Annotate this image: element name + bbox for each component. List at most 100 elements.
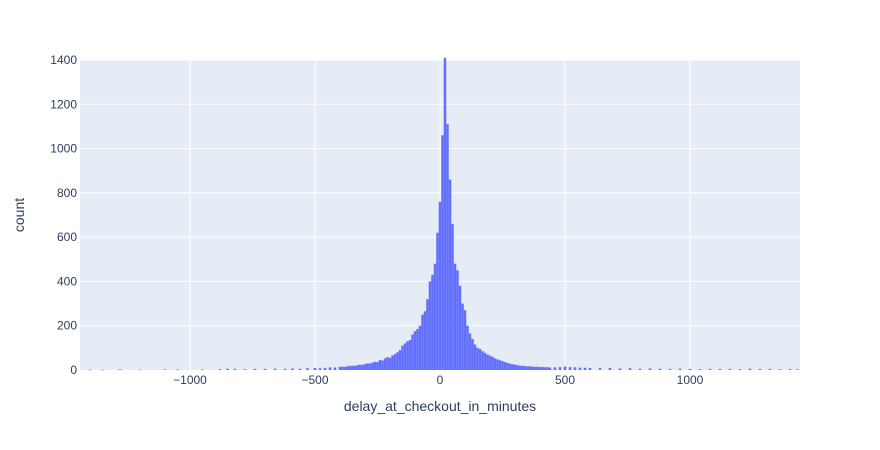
y-axis-title: count xyxy=(11,198,27,232)
histogram-bar xyxy=(138,369,142,371)
histogram-bar xyxy=(243,369,247,370)
histogram-bar xyxy=(378,360,382,370)
histogram-bar xyxy=(583,367,587,370)
histogram-bar xyxy=(738,369,742,370)
histogram-bar xyxy=(456,270,459,370)
histogram-bar xyxy=(618,368,622,370)
histogram-bar xyxy=(463,310,467,370)
histogram-bar xyxy=(486,354,489,370)
histogram-bar xyxy=(283,368,287,370)
histogram-bar xyxy=(473,344,477,370)
histogram-bar xyxy=(368,363,372,370)
histogram-bar xyxy=(423,311,427,370)
histogram-bar xyxy=(508,363,512,370)
histogram-bar xyxy=(451,223,454,370)
histogram-bar xyxy=(376,362,379,370)
histogram-bar xyxy=(341,366,344,370)
histogram-bar xyxy=(521,365,524,370)
histogram-bar xyxy=(768,368,772,370)
histogram-bar xyxy=(381,360,384,370)
histogram-bar xyxy=(101,369,104,371)
histogram-bar xyxy=(396,352,399,370)
histogram-bar xyxy=(493,358,497,370)
histogram-bar xyxy=(678,368,682,370)
histogram-bar xyxy=(506,362,509,370)
y-tick-label: 1200 xyxy=(50,97,77,111)
histogram-bar xyxy=(408,340,412,370)
histogram-bar xyxy=(531,366,534,370)
histogram-bar xyxy=(658,368,662,370)
histogram-bar xyxy=(538,367,542,370)
histogram-bar xyxy=(393,354,397,370)
y-tick-label: 1000 xyxy=(50,142,77,156)
histogram-bar xyxy=(418,325,422,370)
histogram-bar xyxy=(546,367,549,370)
histogram-bar xyxy=(323,367,327,370)
histogram-bar xyxy=(436,232,439,370)
histogram-bar xyxy=(386,357,389,370)
histogram-bar xyxy=(358,364,362,370)
histogram-bar xyxy=(648,368,652,370)
histogram-bar xyxy=(176,369,179,371)
histogram-bar xyxy=(328,367,332,370)
histogram-bar xyxy=(758,369,762,370)
y-tick-label: 400 xyxy=(57,274,77,288)
histogram-bar xyxy=(553,367,557,370)
histogram-bar xyxy=(448,179,452,370)
histogram-bar xyxy=(88,369,92,371)
histogram-bar xyxy=(513,364,517,370)
histogram-bar xyxy=(501,361,504,370)
histogram-bar xyxy=(306,368,309,370)
histogram-bar xyxy=(518,365,522,370)
histogram-bar xyxy=(563,366,567,370)
y-tick-label: 1400 xyxy=(50,53,77,67)
histogram-bar xyxy=(416,329,419,370)
histogram-bar xyxy=(516,365,519,370)
histogram-bar xyxy=(398,350,402,370)
histogram-bar xyxy=(543,367,547,370)
x-tick-label: 500 xyxy=(555,373,575,387)
histogram-bar xyxy=(363,364,367,370)
histogram-bar xyxy=(431,274,434,370)
histogram-bar xyxy=(496,359,499,370)
histogram-bar xyxy=(608,368,612,370)
histogram-bar xyxy=(346,366,349,370)
histogram-bar xyxy=(401,345,404,370)
histogram-bar xyxy=(201,369,204,370)
histogram-bar xyxy=(426,299,429,370)
histogram-bar xyxy=(273,368,277,370)
histogram-bar xyxy=(348,366,352,370)
histogram-bar xyxy=(428,281,432,370)
histogram-bar xyxy=(698,369,702,370)
histogram-bar xyxy=(433,263,437,370)
histogram-bar xyxy=(708,368,712,370)
histogram-bar xyxy=(503,362,507,370)
x-tick-label: 0 xyxy=(437,373,444,387)
histogram-bar xyxy=(411,334,414,370)
histogram-bar xyxy=(438,201,442,370)
histogram-bar xyxy=(481,351,484,370)
histogram-bar xyxy=(598,368,602,370)
histogram-bar xyxy=(388,357,392,370)
histogram-bar xyxy=(406,341,409,370)
histogram-bar xyxy=(373,361,377,370)
histogram-bar xyxy=(446,124,449,370)
histogram-bar xyxy=(233,368,237,370)
y-tick-label: 200 xyxy=(57,319,77,333)
histogram-bar xyxy=(353,365,357,370)
histogram-bar xyxy=(748,368,752,370)
histogram-bar xyxy=(638,368,642,370)
histogram-bar xyxy=(573,367,577,370)
histogram-bar xyxy=(498,360,502,370)
histogram-bar xyxy=(343,366,347,370)
histogram-bar xyxy=(461,303,464,370)
histogram-bar xyxy=(491,356,494,370)
histogram-bar xyxy=(523,366,527,370)
histogram-bar xyxy=(476,347,479,370)
y-tick-label: 800 xyxy=(57,186,77,200)
histogram-bar xyxy=(536,366,539,370)
histogram-bar xyxy=(318,368,322,370)
histogram-bar xyxy=(391,355,394,370)
histogram-bar xyxy=(526,366,529,370)
